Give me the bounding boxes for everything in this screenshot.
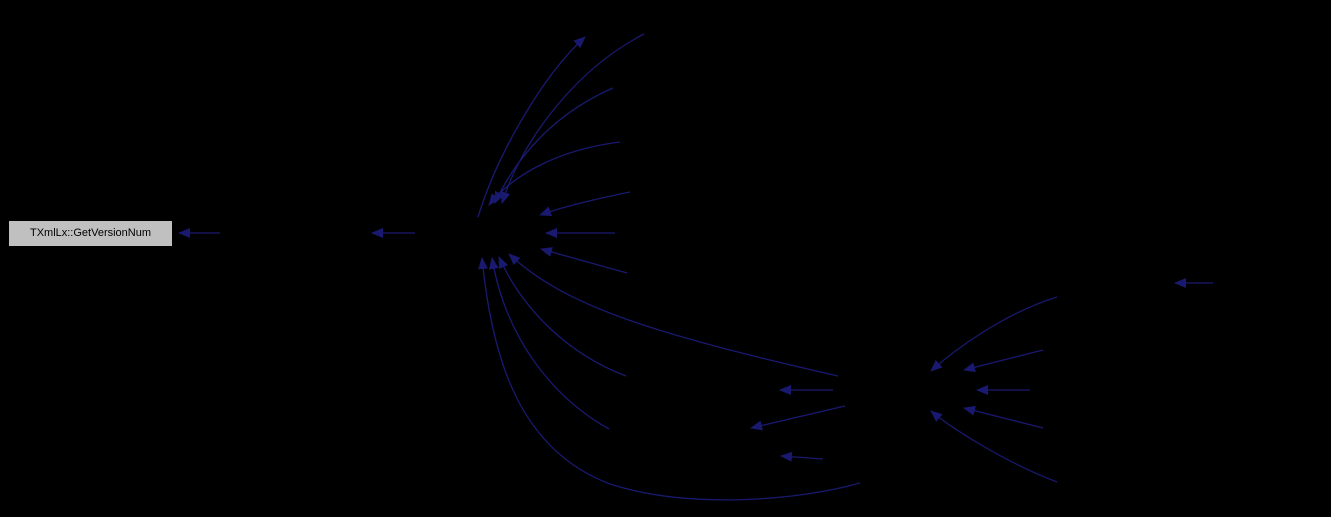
edge-bottom-diagonal (508, 253, 839, 377)
edge-into-right-hub-lower (963, 405, 1044, 429)
edge-bottom-curve-2 (498, 256, 627, 377)
graph-node-main-label: TXmlLx::GetVersionNum (29, 227, 152, 239)
edge-into-right-hub-top (930, 296, 1058, 372)
edge-mid-arrow-3 (750, 405, 846, 431)
edge-up-recursive (477, 36, 586, 218)
graph-node-main: TXmlLx::GetVersionNum (8, 220, 173, 247)
edge-into-right-hub-bottom (930, 410, 1058, 483)
edge-top-curve-1 (500, 33, 645, 204)
edge-right-lower (540, 247, 628, 274)
edge-top-curve-3 (488, 141, 621, 206)
edge-right-upper (539, 191, 631, 216)
edge-top-curve-2 (494, 87, 614, 204)
edge-bottom-swoop (478, 257, 861, 501)
edge-mid-arrow-1 (780, 451, 824, 462)
edge-bottom-curve-3 (488, 257, 610, 430)
edge-into-right-hub-upper (963, 349, 1044, 373)
